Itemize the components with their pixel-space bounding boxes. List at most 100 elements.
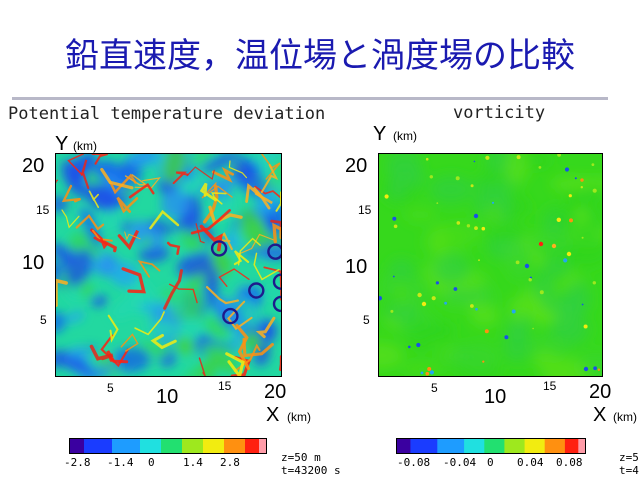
vorticity-speck xyxy=(379,296,382,301)
left-colorbar-swatch xyxy=(119,439,127,453)
left-x-tick-5: 5 xyxy=(107,381,114,395)
vorticity-speck xyxy=(474,226,478,230)
right-colorbar-swatch xyxy=(417,439,425,453)
vorticity-patch xyxy=(379,273,400,301)
vorticity-patch xyxy=(402,276,427,309)
warm-filament xyxy=(90,228,117,253)
vorticity-speck xyxy=(470,184,474,188)
vorticity-patch xyxy=(547,209,576,222)
warm-filament xyxy=(117,229,140,251)
warm-filament xyxy=(198,357,206,376)
left-info-height: z=50 m xyxy=(281,451,321,464)
vorticity-patch xyxy=(532,272,555,302)
vorticity-extremum xyxy=(583,366,589,372)
right-y-axis-letter: Y xyxy=(373,123,387,145)
vorticity-speck xyxy=(393,224,398,229)
vorticity-speck xyxy=(444,301,447,305)
vorticity-extremum xyxy=(473,213,479,219)
left-colorbar-swatch xyxy=(224,439,232,453)
left-colorbar-swatch xyxy=(203,439,211,453)
warm-filament xyxy=(56,179,58,183)
vorticity-speck xyxy=(417,292,422,298)
left-y-tick-10: 10 xyxy=(22,252,45,274)
vorticity-speck xyxy=(563,258,568,263)
vorticity-speck xyxy=(420,371,424,375)
warm-filament xyxy=(270,219,281,232)
title-divider xyxy=(12,97,608,100)
vorticity-patch xyxy=(556,301,577,335)
left-colorbar-swatch xyxy=(196,439,204,453)
vorticity-patch xyxy=(550,176,592,192)
left-colorbar-swatch xyxy=(70,439,78,453)
vorticity-extremum xyxy=(421,301,427,307)
temperature-patch xyxy=(181,283,205,317)
temperature-patch xyxy=(65,286,83,303)
right-info-height: z=5 xyxy=(619,451,639,464)
left-x-tick-15: 15 xyxy=(218,379,232,393)
vorticity-patch xyxy=(504,154,529,184)
left-colorbar-swatch xyxy=(98,439,106,453)
temperature-patch xyxy=(180,360,209,376)
right-colorbar-swatch xyxy=(450,439,458,453)
updraft-circle-marker xyxy=(210,240,228,257)
vorticity-speck xyxy=(591,163,595,166)
warm-filament xyxy=(149,209,180,230)
warm-filament xyxy=(128,182,155,199)
left-x-axis-unit: (km) xyxy=(287,410,311,424)
vorticity-speck xyxy=(581,303,584,306)
vorticity-speck xyxy=(470,304,474,308)
right-colorbar-swatch xyxy=(531,439,539,453)
right-colorbar-swatch xyxy=(410,439,418,453)
temperature-patch xyxy=(256,186,278,218)
left-y-tick-5: 5 xyxy=(40,313,47,327)
left-colorbar-swatch xyxy=(245,439,253,453)
temperature-patch xyxy=(111,293,145,320)
left-colorbar-swatch xyxy=(238,439,246,453)
warm-filament xyxy=(168,283,198,304)
warm-filament xyxy=(202,184,219,224)
left-colorbar-swatch xyxy=(259,439,266,453)
vorticity-speck xyxy=(597,368,601,371)
warm-filament xyxy=(92,229,113,242)
vorticity-patch xyxy=(384,303,419,322)
temperature-patch xyxy=(169,210,201,234)
right-colorbar-swatch xyxy=(511,439,519,453)
right-y-tick-15: 15 xyxy=(358,203,372,217)
vorticity-speck xyxy=(392,216,397,221)
vorticity-speck xyxy=(528,278,532,282)
temperature-patch xyxy=(161,189,190,219)
temperature-patch xyxy=(84,348,100,371)
temperature-patch xyxy=(239,209,269,250)
warm-filament xyxy=(242,337,274,358)
vorticity-speck xyxy=(511,309,516,314)
warm-filament xyxy=(93,236,109,250)
warm-filament xyxy=(56,278,68,308)
vorticity-speck xyxy=(473,160,476,163)
warm-filament xyxy=(279,355,281,371)
right-colorbar-label: 0 xyxy=(487,456,494,469)
right-colorbar-label: -0.08 xyxy=(397,456,431,469)
vorticity-speck xyxy=(580,178,584,182)
warm-filament xyxy=(134,311,165,336)
left-colorbar-canvas xyxy=(70,439,266,453)
vorticity-speck xyxy=(478,259,480,262)
warm-filament xyxy=(190,209,231,235)
temperature-patch xyxy=(90,295,108,307)
right-colorbar-swatch xyxy=(477,439,485,453)
vorticity-speck xyxy=(429,370,434,375)
right-y-axis-unit: (km) xyxy=(393,129,417,143)
vorticity-speck xyxy=(435,281,439,285)
temperature-patch xyxy=(176,251,216,277)
right-colorbar-swatch xyxy=(491,439,499,453)
warm-filament xyxy=(107,314,119,343)
vorticity-speck xyxy=(427,367,432,371)
vorticity-speck xyxy=(408,345,411,349)
left-colorbar-swatch xyxy=(161,439,169,453)
left-x-axis-letter: X xyxy=(266,404,280,426)
left-colorbar-swatch xyxy=(147,439,155,453)
right-y-tick-10: 10 xyxy=(345,256,368,278)
right-colorbar-swatch xyxy=(578,439,585,453)
vorticity-patch xyxy=(528,231,575,255)
right-panel-title: vorticity xyxy=(453,103,546,123)
vorticity-speck xyxy=(384,194,389,199)
